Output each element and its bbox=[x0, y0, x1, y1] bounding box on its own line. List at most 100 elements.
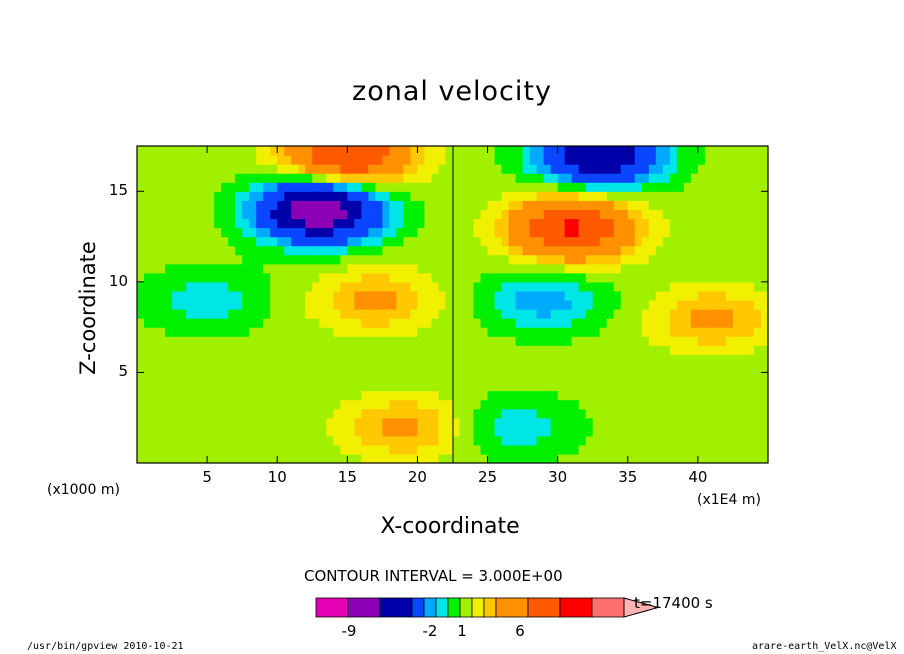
field-cell bbox=[312, 245, 320, 256]
field-cell bbox=[599, 164, 608, 174]
field-cell bbox=[207, 399, 215, 410]
field-cell bbox=[746, 435, 755, 446]
field-cell bbox=[361, 245, 369, 256]
field-cell bbox=[270, 408, 278, 419]
field-cell bbox=[368, 444, 376, 455]
field-cell bbox=[494, 336, 503, 346]
field-cell bbox=[641, 372, 650, 383]
field-cell bbox=[431, 227, 440, 238]
field-cell bbox=[382, 345, 390, 355]
field-cell bbox=[564, 254, 573, 265]
field-cell bbox=[298, 272, 306, 283]
field-cell bbox=[655, 408, 664, 419]
field-cell bbox=[228, 245, 236, 256]
field-cell bbox=[207, 318, 215, 328]
field-cell bbox=[340, 164, 348, 174]
field-cell bbox=[522, 336, 531, 346]
field-cell bbox=[235, 236, 243, 247]
field-cell bbox=[641, 309, 650, 319]
field-cell bbox=[494, 182, 503, 192]
field-cell bbox=[613, 182, 622, 192]
field-cell bbox=[256, 164, 264, 174]
field-cell bbox=[214, 263, 222, 274]
field-cell bbox=[207, 200, 215, 210]
field-cell bbox=[606, 200, 615, 210]
field-cell bbox=[522, 200, 531, 210]
field-cell bbox=[704, 209, 713, 220]
field-cell bbox=[683, 218, 692, 229]
field-cell bbox=[473, 354, 482, 364]
field-cell bbox=[725, 200, 734, 210]
field-cell bbox=[200, 354, 208, 364]
field-cell bbox=[522, 182, 531, 192]
field-cell bbox=[186, 146, 194, 156]
field-cell bbox=[347, 236, 355, 247]
field-cell bbox=[284, 318, 292, 328]
field-cell bbox=[375, 281, 383, 292]
field-cell bbox=[291, 290, 299, 301]
field-cell bbox=[494, 236, 503, 247]
field-cell bbox=[221, 417, 229, 428]
field-cell bbox=[396, 309, 405, 319]
field-cell bbox=[662, 209, 671, 220]
field-cell bbox=[186, 155, 194, 165]
field-cell bbox=[459, 372, 468, 383]
field-cell bbox=[179, 146, 187, 156]
field-cell bbox=[207, 408, 215, 419]
field-cell bbox=[312, 227, 320, 238]
field-cell bbox=[613, 345, 622, 355]
field-cell bbox=[515, 254, 524, 265]
field-cell bbox=[557, 336, 566, 346]
field-cell bbox=[410, 444, 419, 455]
field-cell bbox=[158, 209, 166, 220]
field-cell bbox=[235, 381, 243, 392]
field-cell bbox=[431, 390, 440, 401]
field-cell bbox=[536, 290, 545, 301]
field-cell bbox=[711, 263, 720, 274]
colorbar-swatch bbox=[411, 597, 425, 618]
field-cell bbox=[417, 290, 426, 301]
field-cell bbox=[746, 372, 755, 383]
field-cell bbox=[438, 336, 447, 346]
field-cell bbox=[375, 263, 383, 274]
field-cell bbox=[319, 218, 327, 229]
field-cell bbox=[648, 146, 657, 156]
field-cell bbox=[711, 164, 720, 174]
field-cell bbox=[578, 200, 587, 210]
field-cell bbox=[466, 318, 475, 328]
field-cell bbox=[529, 363, 538, 374]
field-cell bbox=[501, 290, 510, 301]
field-cell bbox=[725, 146, 734, 156]
field-cell bbox=[732, 453, 741, 463]
field-cell bbox=[333, 390, 341, 401]
field-cell bbox=[396, 381, 405, 392]
field-cell bbox=[214, 218, 222, 229]
field-cell bbox=[193, 236, 201, 247]
field-cell bbox=[312, 290, 320, 301]
field-cell bbox=[487, 200, 496, 210]
field-cell bbox=[564, 354, 573, 364]
field-cell bbox=[480, 354, 489, 364]
field-cell bbox=[326, 146, 334, 156]
field-cell bbox=[242, 245, 250, 256]
field-cell bbox=[319, 281, 327, 292]
field-cell bbox=[207, 236, 215, 247]
field-cell bbox=[298, 336, 306, 346]
field-cell bbox=[228, 155, 236, 165]
field-cell bbox=[347, 281, 355, 292]
field-cell bbox=[298, 281, 306, 292]
field-cell bbox=[585, 164, 594, 174]
field-cell bbox=[550, 236, 559, 247]
field-cell bbox=[459, 417, 468, 428]
field-cell bbox=[529, 336, 538, 346]
field-cell bbox=[172, 354, 180, 364]
field-cell bbox=[375, 399, 383, 410]
field-cell bbox=[613, 209, 622, 220]
field-cell bbox=[662, 435, 671, 446]
field-cell bbox=[522, 155, 531, 165]
field-cell bbox=[641, 444, 650, 455]
field-cell bbox=[641, 417, 650, 428]
field-cell bbox=[676, 263, 685, 274]
field-cell bbox=[515, 290, 524, 301]
field-cell bbox=[137, 444, 145, 455]
